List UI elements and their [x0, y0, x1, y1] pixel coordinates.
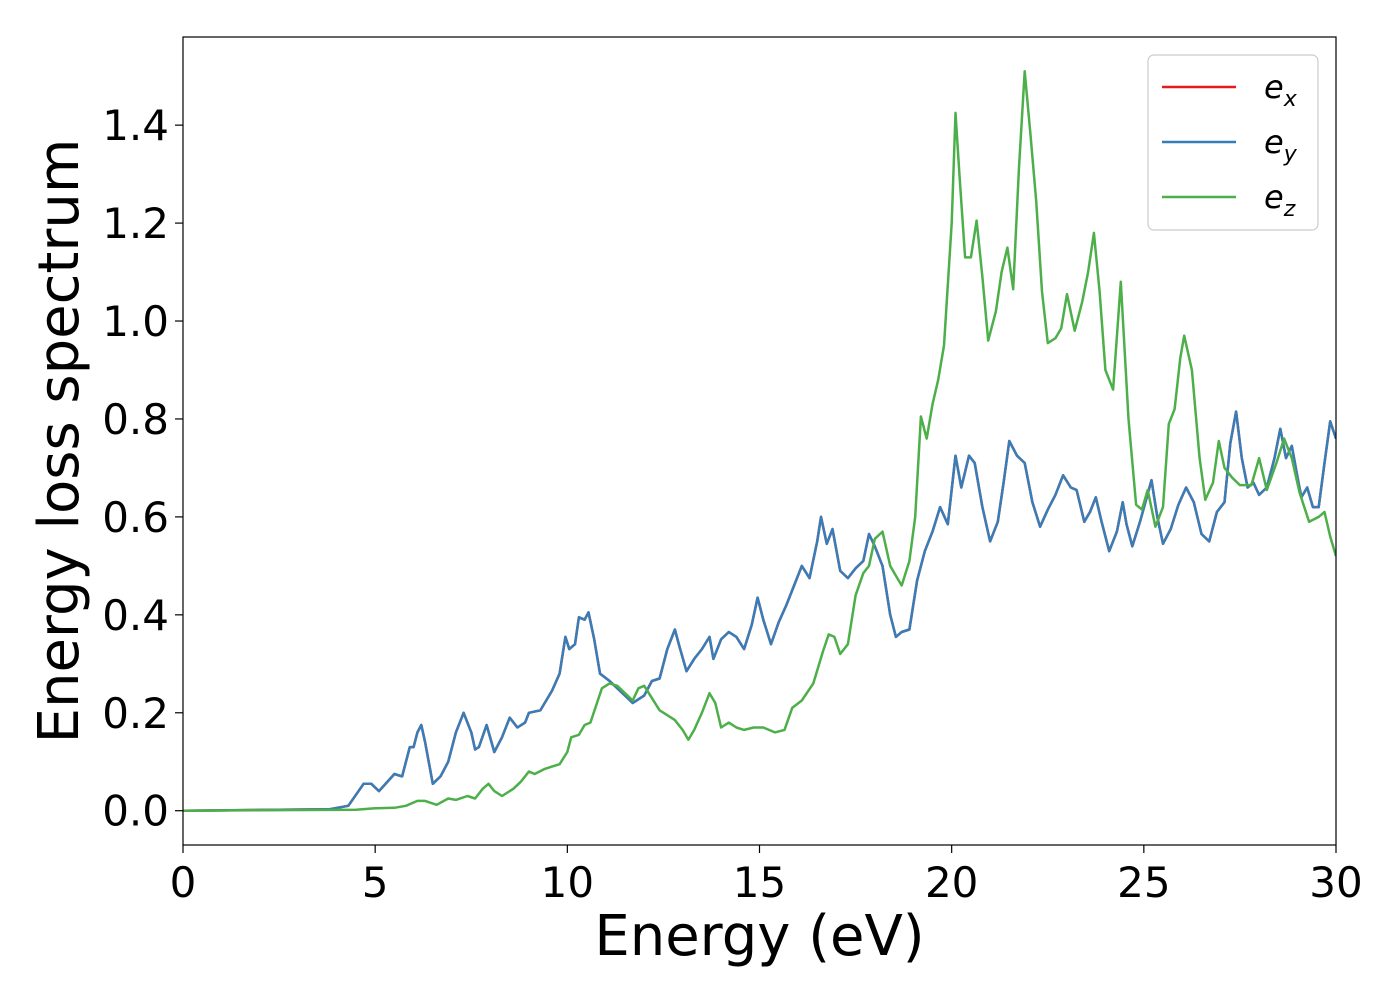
y-tick-label: 1.0	[102, 297, 169, 346]
y-tick-label: 0.4	[102, 591, 169, 640]
y-axis-title: Energy loss spectrum	[27, 139, 92, 744]
series-line-y	[183, 410, 1336, 812]
x-tick-label: 0	[170, 858, 197, 907]
x-tick-label: 5	[362, 858, 389, 907]
x-tick-label: 30	[1309, 858, 1362, 907]
plot-series-group	[183, 70, 1336, 812]
y-tick-label: 1.4	[102, 101, 169, 150]
x-tick-label: 20	[925, 858, 978, 907]
x-tick-label: 25	[1117, 858, 1170, 907]
x-tick-label: 10	[541, 858, 594, 907]
y-tick-label: 0.2	[102, 689, 169, 738]
legend: ex ey ez	[1147, 54, 1319, 231]
legend-label-z: ez	[1264, 178, 1296, 222]
y-tick-label: 1.2	[102, 199, 169, 248]
x-tick-label: 15	[733, 858, 786, 907]
series-line-z	[183, 70, 1336, 812]
y-tick-label: 0.6	[102, 493, 169, 542]
legend-label-x: ex	[1264, 68, 1298, 112]
x-axis-title: Energy (eV)	[594, 904, 924, 969]
x-axis: 0 5 10 15 20 25 30	[170, 845, 1363, 907]
legend-label-y: ey	[1264, 123, 1298, 167]
y-tick-label: 0.0	[102, 787, 169, 836]
y-axis: 0.0 0.2 0.4 0.6 0.8 1.0 1.2 1.4	[102, 101, 183, 836]
y-tick-label: 0.8	[102, 395, 169, 444]
